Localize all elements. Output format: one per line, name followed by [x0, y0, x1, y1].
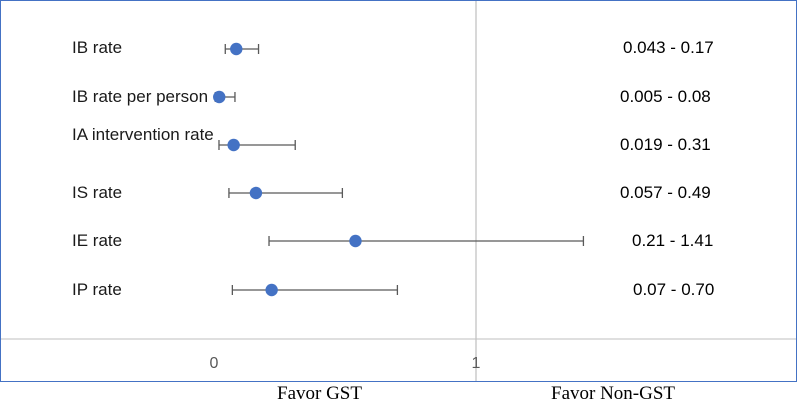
- ci-label-ie-rate: 0.21 - 1.41: [632, 231, 714, 250]
- point-estimate: [230, 42, 243, 56]
- forest-row-2: [218, 138, 296, 152]
- ci-label-ib-rate-per-person: 0.005 - 0.08: [620, 87, 711, 106]
- point-estimate: [349, 234, 362, 248]
- row-label-ib-rate-per-person: IB rate per person: [72, 87, 209, 106]
- ci-label-ip-rate: 0.07 - 0.70: [633, 280, 715, 299]
- point-estimate: [265, 283, 278, 297]
- x-tick-label-0: 0: [210, 355, 219, 372]
- ci-label-ib-rate: 0.043 - 0.17: [623, 38, 714, 57]
- forest-row-4: [268, 234, 585, 248]
- point-estimate: [249, 186, 263, 200]
- forest-row-3: [228, 186, 344, 200]
- row-label-ia-intervention-rate: IA intervention rate: [72, 125, 214, 144]
- row-label-ie-rate: IE rate: [72, 231, 123, 250]
- forest-row-0: [224, 42, 260, 56]
- forest-row-1: [213, 90, 236, 104]
- favor-non-gst-label: Favor Non-GST: [551, 383, 676, 404]
- point-estimate: [227, 138, 240, 152]
- favor-gst-label: Favor GST: [277, 383, 362, 404]
- point-estimate: [213, 90, 226, 104]
- x-tick-label-1: 1: [472, 355, 481, 372]
- forest-row-5: [231, 283, 399, 297]
- ci-label-ia-intervention-rate: 0.019 - 0.31: [620, 135, 711, 154]
- row-label-ip-rate: IP rate: [72, 280, 122, 299]
- row-label-is-rate: IS rate: [72, 183, 123, 202]
- row-label-ib-rate: IB rate: [72, 38, 123, 57]
- ci-label-is-rate: 0.057 - 0.49: [620, 183, 711, 202]
